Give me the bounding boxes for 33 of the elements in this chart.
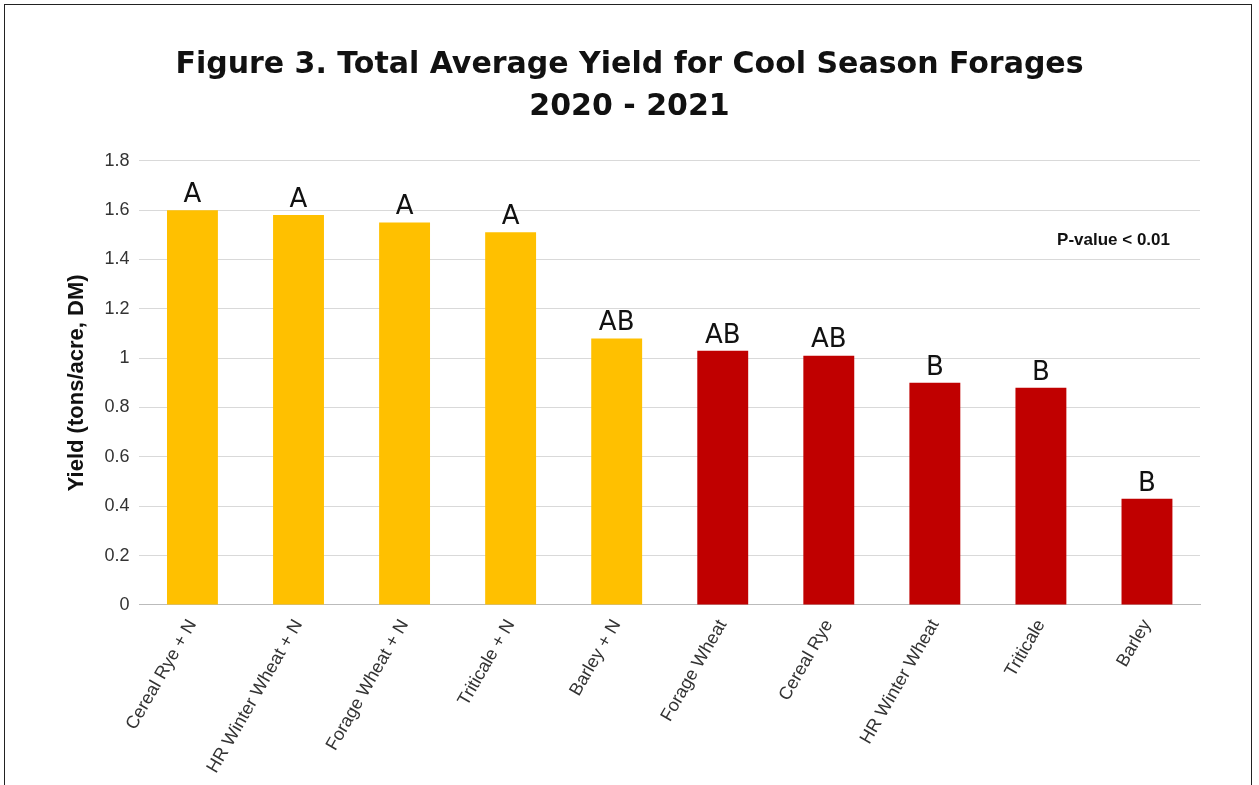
annotation: AB — [704, 318, 741, 349]
y-tick-label: 1.6 — [104, 199, 130, 220]
y-tick-label: 1.2 — [104, 297, 130, 318]
y-tick-label: 0 — [119, 593, 130, 614]
annotation: P-value < 0.01 — [1057, 230, 1170, 250]
annotation: A — [395, 190, 414, 221]
annotation: B — [1138, 466, 1156, 497]
bar — [379, 222, 431, 605]
y-tick-label: 0.2 — [104, 544, 130, 565]
annotation: AB — [598, 306, 635, 337]
bar — [485, 232, 537, 605]
bar — [909, 382, 961, 605]
y-tick-label: 1 — [119, 347, 130, 368]
bar — [273, 215, 324, 605]
y-tick-label: 1.8 — [104, 149, 130, 170]
y-tick-label: 0.8 — [104, 396, 130, 417]
annotation: B — [925, 350, 944, 381]
annotation: A — [183, 177, 202, 208]
chart-title: Figure 3. Total Average Yield for Cool Season Forages 2020 - 2021 — [174, 44, 1085, 124]
annotation: B — [1031, 355, 1050, 386]
y-axis-title: Yield (tons/acre, DM) — [63, 274, 89, 492]
bar — [1015, 387, 1067, 605]
y-tick-label: 1.4 — [104, 248, 130, 269]
bar — [1121, 498, 1173, 605]
bar — [803, 355, 855, 605]
bar — [697, 350, 749, 605]
bar — [167, 210, 218, 605]
y-tick-label: 0.6 — [104, 445, 130, 466]
y-tick-label: 0.4 — [104, 495, 130, 516]
annotation: AB — [810, 323, 847, 354]
annotation: A — [289, 182, 308, 213]
bar — [591, 338, 643, 605]
annotation: A — [501, 200, 520, 231]
